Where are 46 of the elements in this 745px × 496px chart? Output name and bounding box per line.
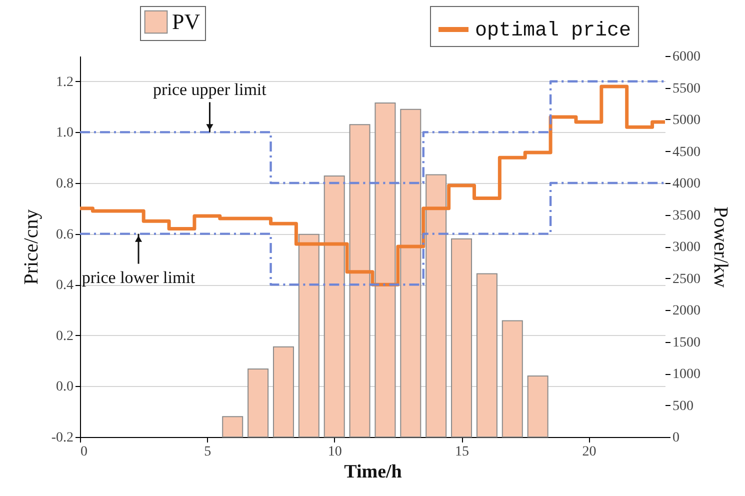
y-tick-label: 0.0 — [56, 380, 74, 395]
bar — [502, 320, 523, 438]
y2-tick-label: 6000 — [672, 50, 700, 64]
legend-label: optimal price — [475, 20, 632, 42]
annotation: price lower limit — [82, 268, 196, 287]
bar — [527, 376, 548, 438]
bar — [426, 174, 447, 438]
y-axis-title: Price/cny — [20, 209, 42, 285]
y-tick-label: 0.2 — [56, 328, 74, 344]
bar — [349, 124, 370, 438]
y2-tick-label: 2000 — [672, 304, 700, 318]
y-tick-label: 0.8 — [56, 176, 74, 192]
y2-tick-label: 0 — [672, 430, 680, 446]
y-tick-label: 1.2 — [56, 74, 74, 90]
y2-tick-label: 1000 — [672, 367, 700, 382]
bar — [298, 234, 320, 438]
bar — [324, 176, 345, 438]
y2-tick-label: 5500 — [672, 81, 700, 96]
y-tick-label: -0.2 — [51, 430, 74, 446]
x-tick-label: 10 — [328, 444, 342, 460]
y2-tick-label: 4000 — [672, 176, 700, 192]
bar — [476, 273, 498, 438]
annotation: price upper limit — [153, 80, 267, 100]
bar — [248, 368, 269, 438]
y2-tick-label: 500 — [672, 398, 694, 414]
bar — [374, 102, 396, 438]
y2-tick-label: 2500 — [672, 272, 700, 287]
bar — [272, 346, 294, 438]
y2-tick-label: 4500 — [672, 144, 700, 160]
bar — [400, 108, 422, 438]
x-tick-label: 0 — [80, 444, 88, 460]
x-axis-title: Time/h — [344, 462, 402, 482]
bar — [451, 238, 472, 438]
y2-tick-label: 3500 — [672, 208, 700, 224]
y-tick-label: 0.4 — [56, 278, 74, 294]
bar — [222, 416, 244, 438]
x-tick-label: 15 — [455, 444, 470, 460]
y2-tick-label: 5000 — [672, 113, 700, 128]
y-tick-label: 1.0 — [56, 126, 74, 141]
y-tick-label: 0.6 — [56, 227, 74, 242]
y2-tick-label: 3000 — [672, 240, 700, 255]
y2-tick-label: 1500 — [672, 335, 700, 350]
legend-label: PV — [172, 9, 200, 34]
x-tick-label: 5 — [204, 444, 212, 460]
y2-axis-title: Power/kw — [710, 206, 732, 288]
x-tick-label: 20 — [582, 444, 596, 460]
